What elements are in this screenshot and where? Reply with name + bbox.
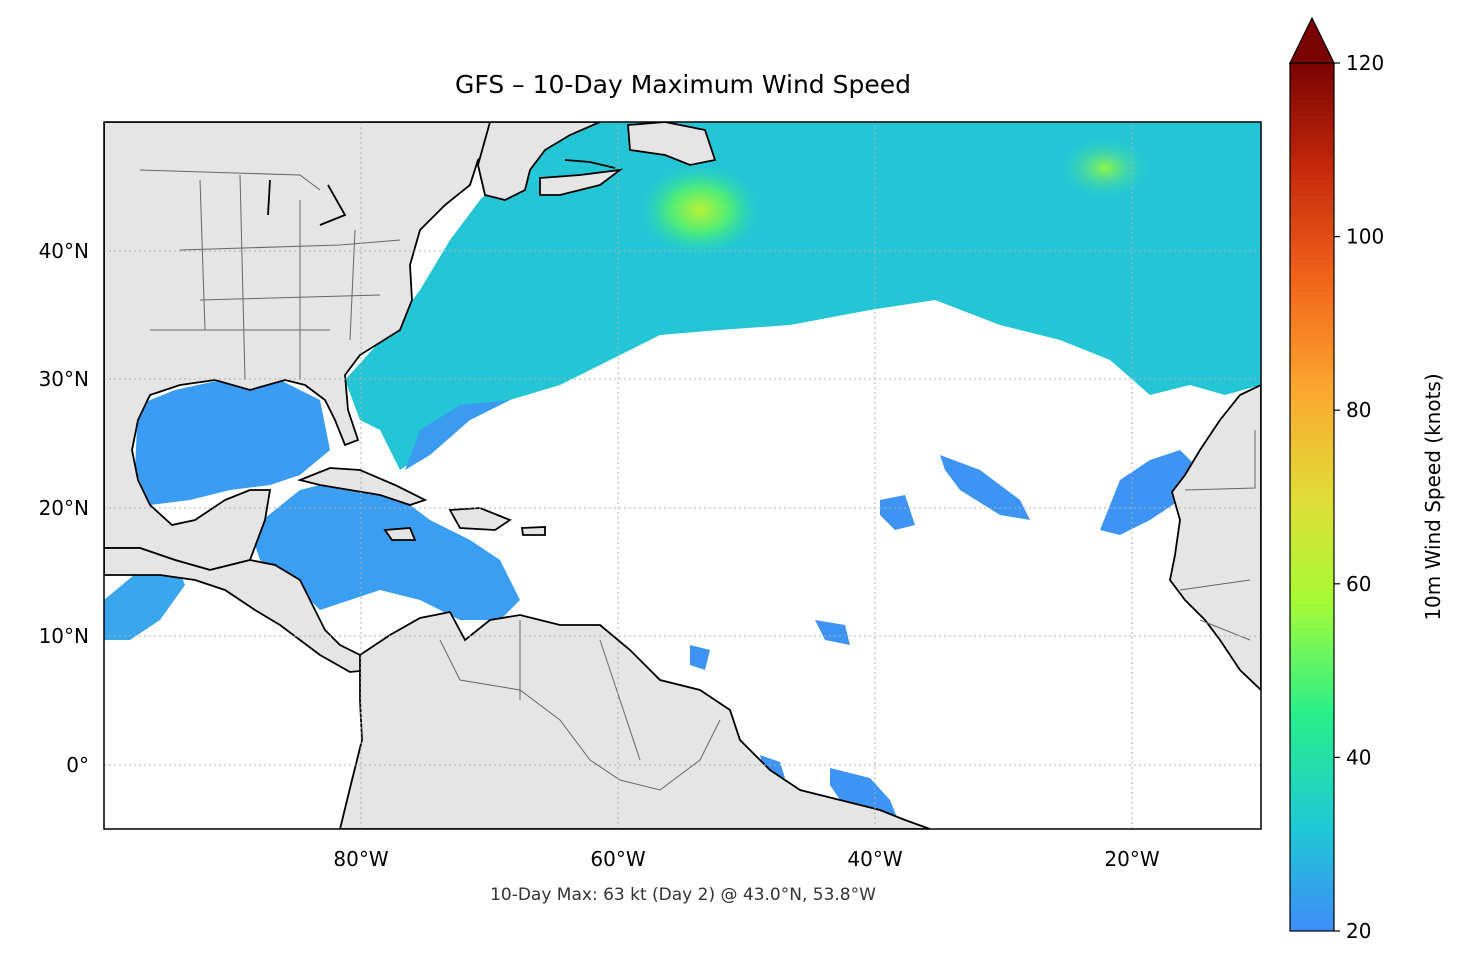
lat-tick-label: 20°N bbox=[39, 496, 89, 520]
south-america-landmass bbox=[339, 610, 931, 829]
scattered-wind-patch bbox=[815, 620, 850, 645]
caribbean-wind-field bbox=[250, 480, 520, 620]
scattered-wind-patch bbox=[690, 645, 710, 670]
latitude-tick-labels: 40°N 30°N 20°N 10°N 0° bbox=[39, 239, 89, 777]
west-africa-wind-field bbox=[1100, 450, 1200, 535]
nova-scotia-landmass bbox=[539, 168, 624, 196]
political-borders bbox=[139, 169, 1256, 791]
scattered-wind-patch bbox=[880, 495, 915, 530]
colorbar-tick-label: 60 bbox=[1346, 572, 1371, 596]
jamaica-island bbox=[383, 527, 417, 541]
subtropical-patch bbox=[405, 400, 510, 470]
colorbar: 20 40 60 80 100 120 10m Wind Speed (knots) bbox=[1289, 16, 1445, 943]
wind-maximum-core bbox=[640, 165, 760, 255]
map-area bbox=[104, 122, 1261, 829]
gulf-wind-field bbox=[135, 378, 330, 505]
lat-tick-label: 40°N bbox=[39, 239, 89, 263]
pacific-wind-field bbox=[104, 560, 185, 640]
colorbar-tick-label: 80 bbox=[1346, 398, 1371, 422]
lon-tick-label: 60°W bbox=[590, 847, 645, 871]
map-title: GFS – 10-Day Maximum Wind Speed bbox=[455, 70, 911, 99]
colorbar-extend-arrow bbox=[1289, 16, 1335, 64]
land bbox=[104, 122, 1261, 829]
east-atlantic-core bbox=[1060, 138, 1150, 198]
labrador-landmass bbox=[477, 122, 601, 201]
lat-tick-label: 0° bbox=[66, 753, 89, 777]
lon-tick-label: 40°W bbox=[847, 847, 902, 871]
north-atlantic-wind-band bbox=[345, 122, 1261, 470]
cuba-island bbox=[297, 467, 428, 506]
map-frame bbox=[103, 121, 1262, 830]
lon-tick-label: 80°W bbox=[333, 847, 388, 871]
max-wind-footnote: 10-Day Max: 63 kt (Day 2) @ 43.0°N, 53.8… bbox=[490, 885, 876, 905]
colorbar-tick-label: 40 bbox=[1346, 745, 1371, 769]
coastline-overlay bbox=[267, 159, 616, 226]
colorbar-tick-label: 100 bbox=[1346, 225, 1384, 249]
scattered-wind-patch bbox=[940, 455, 1030, 520]
colorbar-tick-label: 20 bbox=[1346, 919, 1371, 943]
africa-landmass bbox=[1169, 384, 1261, 692]
longitude-tick-labels: 80°W 60°W 40°W 20°W bbox=[333, 847, 1159, 871]
colorbar-gradient bbox=[1289, 62, 1335, 932]
north-america-landmass bbox=[104, 122, 522, 571]
puerto-rico-island bbox=[520, 526, 546, 536]
colorbar-label: 10m Wind Speed (knots) bbox=[1421, 373, 1445, 620]
lat-tick-label: 10°N bbox=[39, 624, 89, 648]
lat-tick-label: 30°N bbox=[39, 367, 89, 391]
lon-tick-label: 20°W bbox=[1104, 847, 1159, 871]
colorbar-tick-label: 120 bbox=[1346, 51, 1384, 75]
wind-field bbox=[104, 122, 1261, 825]
colorbar-ticks: 20 40 60 80 100 120 bbox=[1334, 51, 1384, 943]
newfoundland-island bbox=[627, 122, 717, 166]
